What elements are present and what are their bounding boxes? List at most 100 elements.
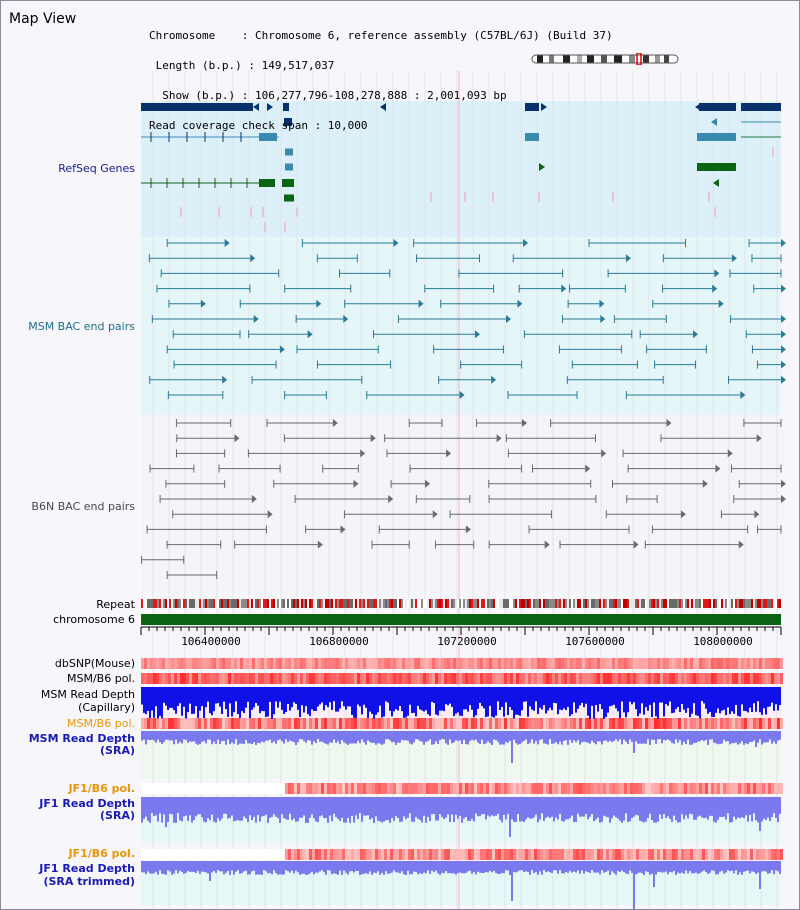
- dbsnp-cell: [309, 658, 312, 669]
- repeat-label[interactable]: Repeat: [96, 598, 135, 611]
- repeat-segment: [185, 599, 187, 608]
- dbsnp-label[interactable]: dbSNP(Mouse): [55, 657, 135, 670]
- repeat-segment: [233, 599, 235, 608]
- msm-pol2-cell: [390, 718, 393, 729]
- repeat-segment: [545, 599, 547, 608]
- msm-read-depth-capillary-label[interactable]: MSM Read Depth: [41, 688, 135, 701]
- msm-sra-depth-bar: [677, 731, 679, 743]
- refseq-genes-label[interactable]: RefSeq Genes: [58, 162, 135, 175]
- jf1-trim-depth-bar: [391, 861, 393, 873]
- msm-sra-depth-bar: [417, 731, 419, 740]
- jf1-pol2-cell: [150, 849, 153, 860]
- repeat-segment: [367, 599, 369, 608]
- jf1-trim-depth-bar: [677, 861, 679, 873]
- msm-bac-end-pairs-label[interactable]: MSM BAC end pairs: [28, 320, 135, 333]
- jf1-pol2-cell: [675, 849, 678, 860]
- repeat-segment: [513, 599, 515, 608]
- jf1-pol2-cell: [303, 849, 306, 860]
- msm-sra-depth-bar: [327, 731, 329, 745]
- jf1-trim-depth-bar: [647, 861, 649, 872]
- repeat-segment: [677, 599, 679, 608]
- jf1-sra-depth-bar: [575, 797, 577, 823]
- msm-sra-depth-bar: [655, 731, 657, 744]
- repeat-segment: [441, 599, 443, 608]
- jf1-trim-depth-bar: [345, 861, 347, 873]
- jf1-sra-depth-bar: [421, 797, 423, 823]
- jf1-sra-depth-bar: [553, 797, 555, 822]
- msm-pol-cell: [276, 673, 279, 684]
- msm-pol-cell: [288, 673, 291, 684]
- jf1-pol-cell: [672, 783, 675, 794]
- jf1-pol-cell: [513, 783, 516, 794]
- msm-pol-cell: [531, 673, 534, 684]
- jf1-pol-cell: [216, 783, 219, 794]
- jf1-b6-pol-2-label[interactable]: JF1/B6 pol.: [67, 847, 135, 860]
- msm-pol2-cell: [324, 718, 327, 729]
- jf1-pol-cell: [321, 783, 324, 794]
- jf1-trim-depth-bar: [461, 861, 463, 874]
- msm-pol-cell: [342, 673, 345, 684]
- jf1-pol-cell: [165, 783, 168, 794]
- msm-b6-pol-label[interactable]: MSM/B6 pol.: [67, 672, 135, 685]
- jf1-pol2-cell: [588, 849, 591, 860]
- coverage-span-info: Read coverage check span : 10,000: [149, 119, 368, 132]
- jf1-trim-depth-bar: [521, 861, 523, 871]
- dbsnp-cell: [726, 658, 729, 669]
- capillary-depth-bar: [647, 687, 649, 711]
- jf1-sra-depth-bar: [561, 797, 563, 822]
- jf1-b6-pol-label[interactable]: JF1/B6 pol.: [67, 782, 135, 795]
- b6n-bac-pair-arrow: [715, 464, 721, 473]
- jf1-pol-cell: [606, 783, 609, 794]
- msm-read-depth-sra-label[interactable]: MSM Read Depth: [29, 732, 135, 745]
- jf1-pol-cell: [411, 783, 414, 794]
- capillary-depth-bar: [263, 687, 265, 712]
- dbsnp-cell: [717, 658, 720, 669]
- b6n-bac-pair-arrow: [234, 434, 240, 443]
- jf1-trim-depth-bar: [557, 861, 559, 874]
- capillary-depth-bar: [463, 687, 465, 710]
- axis-tick-label: 106400000: [181, 635, 241, 648]
- capillary-depth-bar: [479, 687, 481, 703]
- jf1-trim-depth-bar: [511, 861, 513, 901]
- dbsnp-cell: [687, 658, 690, 669]
- msm-sra-depth-bar: [649, 731, 651, 745]
- jf1-pol2-cell: [741, 849, 744, 860]
- jf1-trim-depth-bar: [777, 861, 779, 872]
- jf1-trim-depth-bar: [203, 861, 205, 872]
- jf1-trim-depth-bar: [561, 861, 563, 874]
- jf1-sra-depth-bar: [653, 797, 655, 823]
- repeat-segment: [409, 599, 411, 608]
- msm-b6-pol-2-label[interactable]: MSM/B6 pol.: [67, 717, 135, 730]
- capillary-depth-bar: [651, 687, 653, 717]
- msm-sra-depth-bar: [531, 731, 533, 740]
- jf1-sra-depth-bar: [629, 797, 631, 822]
- capillary-depth-bar: [447, 687, 449, 706]
- repeat-segment: [579, 599, 581, 608]
- jf1-sra-depth-bar: [171, 797, 173, 815]
- jf1-sra-depth-bar: [691, 797, 693, 815]
- msm-pol2-cell: [720, 718, 723, 729]
- jf1-pol2-cell: [207, 849, 210, 860]
- capillary-depth-bar: [693, 687, 695, 704]
- msm-pol-cell: [702, 673, 705, 684]
- jf1-read-depth-label[interactable]: JF1 Read Depth: [38, 797, 135, 810]
- jf1-read-depth-trimmed-label[interactable]: JF1 Read Depth: [38, 862, 135, 875]
- msm-pol-cell: [654, 673, 657, 684]
- capillary-depth-bar: [453, 687, 455, 717]
- capillary-depth-bar: [187, 687, 189, 713]
- chromosome-ideogram[interactable]: [531, 53, 681, 65]
- jf1-trim-depth-bar: [165, 861, 167, 875]
- jf1-pol-cell: [492, 783, 495, 794]
- jf1-trim-depth-bar: [571, 861, 573, 873]
- jf1-trim-depth-bar: [615, 861, 617, 875]
- jf1-pol-cell: [579, 783, 582, 794]
- capillary-depth-bar: [635, 687, 637, 710]
- jf1-pol2-cell: [258, 849, 261, 860]
- jf1-pol-cell: [198, 783, 201, 794]
- dbsnp-cell: [396, 658, 399, 669]
- b6n-bac-end-pairs-label[interactable]: B6N BAC end pairs: [31, 500, 135, 513]
- capillary-depth-bar: [667, 687, 669, 706]
- msm-sra-depth-bar: [259, 731, 261, 744]
- msm-pol-cell: [306, 673, 309, 684]
- jf1-sra-depth-bar: [729, 797, 731, 823]
